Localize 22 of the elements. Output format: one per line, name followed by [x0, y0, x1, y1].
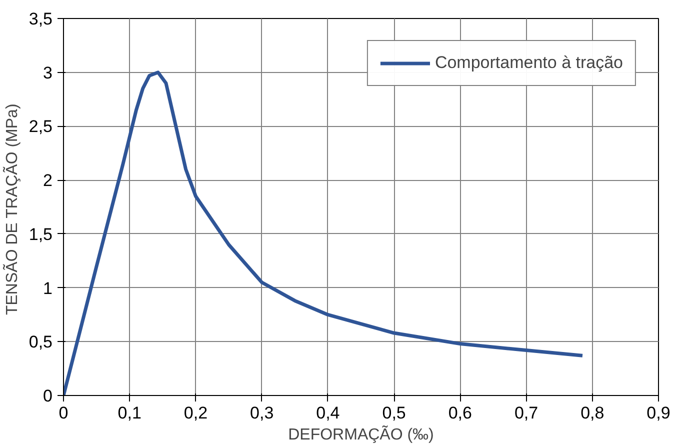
y-tick-label: 3,5 — [28, 10, 53, 28]
y-tick-label: 2,5 — [28, 117, 53, 136]
x-tick-label: 0,1 — [118, 404, 142, 422]
y-tick-label: 1,5 — [28, 224, 53, 244]
legend-label: Comportamento à tração — [434, 53, 623, 73]
y-tick-label: 2 — [43, 171, 53, 190]
x-tick-label: 0,5 — [382, 404, 406, 422]
x-tick-label: 0,4 — [316, 404, 340, 422]
y-tick-label: 0,5 — [28, 332, 53, 352]
x-tick-label: 0,9 — [646, 404, 670, 422]
line-series — [64, 70, 584, 396]
x-tick-label: 0 — [58, 404, 68, 422]
y-axis-title: TENSÃO DE TRAÇÃO (MPa) — [2, 104, 21, 316]
x-tick-label: 0,3 — [250, 404, 274, 422]
x-axis-title: DEFORMAÇÃO (‰) — [288, 424, 434, 444]
x-tick-label: 0,8 — [580, 404, 604, 422]
x-tick-label: 0,6 — [448, 404, 472, 422]
x-tick-label: 0,2 — [184, 404, 208, 422]
x-tick-label: 0,7 — [514, 404, 538, 422]
y-tick-label: 3 — [43, 63, 53, 82]
y-tick-label: 1 — [43, 278, 53, 298]
y-tick-label: 0 — [43, 386, 53, 406]
